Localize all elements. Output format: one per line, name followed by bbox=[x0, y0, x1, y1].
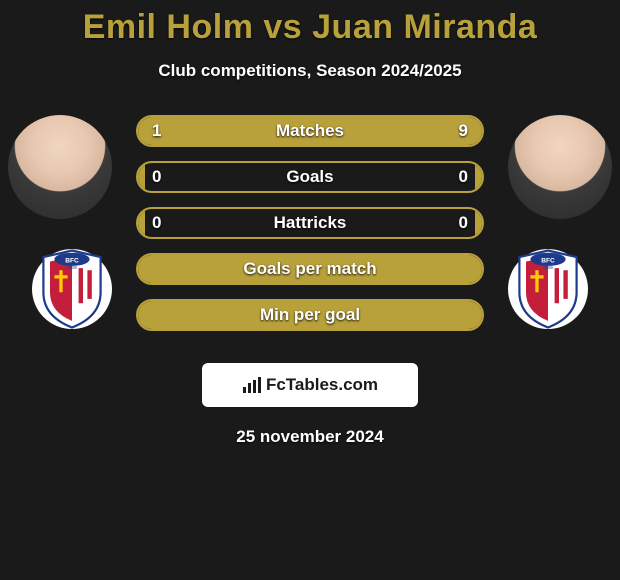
stat-label: Matches bbox=[138, 121, 482, 141]
subtitle: Club competitions, Season 2024/2025 bbox=[0, 61, 620, 81]
stat-row: 00Goals bbox=[136, 161, 484, 193]
stat-label: Goals bbox=[138, 167, 482, 187]
player-right-avatar bbox=[508, 115, 612, 219]
bologna-crest-icon: BFC 1909 bbox=[39, 248, 105, 330]
bologna-crest-icon: BFC 1909 bbox=[515, 248, 581, 330]
credit-badge: FcTables.com bbox=[202, 363, 418, 407]
stat-row: 00Hattricks bbox=[136, 207, 484, 239]
page-title: Emil Holm vs Juan Miranda bbox=[0, 8, 620, 47]
stat-label: Hattricks bbox=[138, 213, 482, 233]
svg-text:BFC: BFC bbox=[541, 258, 555, 265]
stats-list: 19Matches 00Goals 00Hattricks Goals per mat… bbox=[136, 115, 484, 345]
stat-row: 19Matches bbox=[136, 115, 484, 147]
bar-chart-icon bbox=[242, 377, 262, 393]
credit-text: FcTables.com bbox=[266, 375, 378, 395]
club-logo-right: BFC 1909 bbox=[508, 249, 588, 329]
stat-row: Goals per match bbox=[136, 253, 484, 285]
stat-row: Min per goal bbox=[136, 299, 484, 331]
svg-text:BFC: BFC bbox=[65, 258, 79, 265]
main-area: BFC 1909 BFC 1909 19Matches 00Goals 00Hatt… bbox=[0, 115, 620, 345]
svg-text:1909: 1909 bbox=[67, 265, 77, 270]
comparison-card: Emil Holm vs Juan Miranda Club competiti… bbox=[0, 0, 620, 447]
stat-label: Goals per match bbox=[138, 259, 482, 279]
player-left-avatar bbox=[8, 115, 112, 219]
date-text: 25 november 2024 bbox=[0, 427, 620, 447]
stat-label: Min per goal bbox=[138, 305, 482, 325]
svg-text:1909: 1909 bbox=[543, 265, 553, 270]
club-logo-left: BFC 1909 bbox=[32, 249, 112, 329]
